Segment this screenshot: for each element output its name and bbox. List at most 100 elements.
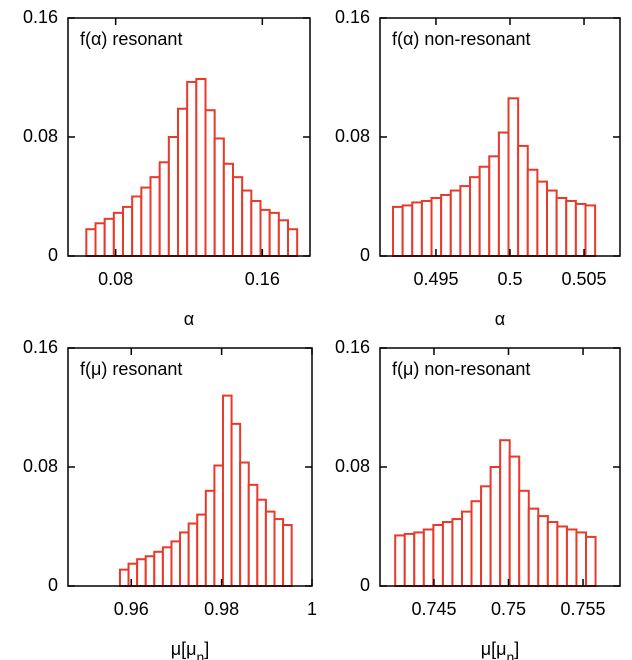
y-tick-label: 0 xyxy=(360,245,370,265)
bar xyxy=(584,204,597,258)
bar xyxy=(204,109,216,257)
panel: 0 0.08 0.16 0.08 0.16 f(α) resonant α xyxy=(23,7,311,329)
bar xyxy=(413,531,425,588)
bar xyxy=(195,77,207,257)
bar xyxy=(441,521,454,587)
bar xyxy=(250,199,262,257)
x-tick-label: 0.745 xyxy=(411,599,456,619)
bar xyxy=(508,455,521,587)
x-tick-label: 0.16 xyxy=(245,269,280,289)
bar xyxy=(213,464,224,588)
bar xyxy=(122,205,134,258)
bar xyxy=(256,498,267,588)
bar xyxy=(517,144,529,257)
bar xyxy=(277,219,290,258)
bar xyxy=(196,513,207,587)
bar xyxy=(187,522,199,588)
y-tick-label: 0 xyxy=(48,245,58,265)
x-tick-label: 0.75 xyxy=(491,599,526,619)
bar xyxy=(186,80,198,258)
panel-title: f(α) resonant xyxy=(80,29,182,49)
bar xyxy=(565,528,578,587)
bar xyxy=(222,162,234,257)
bar xyxy=(489,466,502,587)
x-tick-label: 0.96 xyxy=(114,599,149,619)
y-tick-label: 0.16 xyxy=(23,337,58,357)
bar xyxy=(469,176,481,258)
x-axis-label-part: n xyxy=(506,649,514,660)
bar xyxy=(422,528,435,587)
bar xyxy=(264,510,276,587)
bar xyxy=(460,510,473,587)
bar xyxy=(459,185,472,257)
x-axis-label: μ[μn] xyxy=(481,639,520,660)
bar xyxy=(403,532,416,587)
x-tick-label: 0.755 xyxy=(561,599,606,619)
bar xyxy=(167,136,179,257)
y-tick-label: 0 xyxy=(48,575,58,595)
bar xyxy=(470,500,483,587)
bar xyxy=(287,228,299,258)
x-tick-label: 0.505 xyxy=(561,269,606,289)
bar xyxy=(118,568,130,588)
y-tick-label: 0 xyxy=(360,575,370,595)
x-tick-label: 0.5 xyxy=(497,269,522,289)
bar xyxy=(546,189,558,257)
bar xyxy=(585,535,597,587)
x-axis-label-part: μ[μ xyxy=(481,639,507,659)
bar xyxy=(158,161,170,258)
bar xyxy=(497,131,510,258)
y-tick-label: 0.16 xyxy=(335,337,370,357)
bar xyxy=(449,189,462,257)
bar xyxy=(574,202,587,257)
y-tick-label: 0.08 xyxy=(23,126,58,146)
bar xyxy=(230,422,242,587)
panel: 0 0.08 0.16 0.745 0.75 0.755 f(μ) non-resonant… xyxy=(335,337,621,660)
bar xyxy=(527,507,540,587)
bar xyxy=(140,186,152,257)
x-axis-label: α xyxy=(184,309,194,329)
bar xyxy=(451,518,463,587)
x-axis-label-part: n xyxy=(196,649,204,660)
x-axis-label-part: α xyxy=(184,309,194,329)
bar xyxy=(131,195,143,257)
bar xyxy=(440,194,452,257)
bar xyxy=(213,137,225,257)
x-axis-label-part: α xyxy=(495,309,505,329)
bar xyxy=(221,394,233,587)
x-axis-label-part: μ[μ xyxy=(171,639,197,659)
bar xyxy=(239,461,250,588)
panel-title: f(α) non-resonant xyxy=(392,29,530,49)
bar xyxy=(204,489,216,587)
bar xyxy=(153,550,164,587)
x-axis-label: μ[μn] xyxy=(171,639,210,660)
bar xyxy=(394,534,406,587)
bar xyxy=(411,201,423,257)
bar xyxy=(556,525,568,587)
y-tick-label: 0.16 xyxy=(23,7,58,27)
bar xyxy=(85,228,97,258)
bar xyxy=(149,176,161,258)
bar xyxy=(268,211,280,258)
x-axis-label-part: ] xyxy=(204,639,209,659)
bar xyxy=(103,217,115,257)
bar xyxy=(575,531,588,588)
bar xyxy=(136,558,147,587)
bar xyxy=(537,515,549,588)
bar xyxy=(179,531,190,588)
panel: 0 0.08 0.16 0.96 0.98 1 f(μ) resonant μ[μn] xyxy=(23,337,317,660)
bar xyxy=(488,155,500,257)
x-tick-label: 1 xyxy=(307,599,317,619)
x-tick-label: 0.495 xyxy=(413,269,458,289)
bar xyxy=(144,555,156,587)
bar xyxy=(565,199,577,257)
bar xyxy=(177,107,189,257)
bar xyxy=(94,222,106,257)
bar xyxy=(420,199,433,257)
bar xyxy=(430,196,443,258)
x-tick-label: 0.08 xyxy=(98,269,133,289)
x-axis-label-part: ] xyxy=(514,639,519,659)
bar xyxy=(161,546,173,588)
bar xyxy=(232,176,244,258)
bar xyxy=(401,204,414,258)
